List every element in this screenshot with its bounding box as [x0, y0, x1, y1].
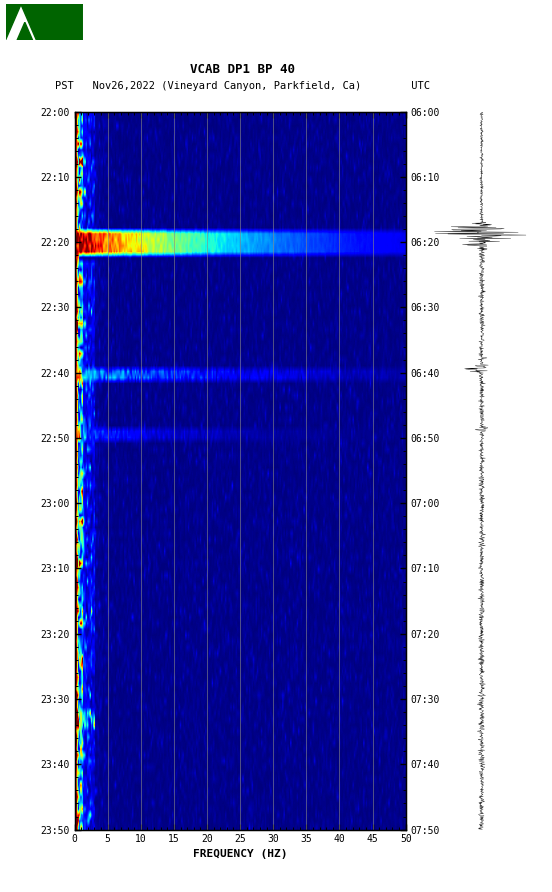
Text: PST   Nov26,2022 (Vineyard Canyon, Parkfield, Ca)        UTC: PST Nov26,2022 (Vineyard Canyon, Parkfie…: [55, 80, 431, 91]
Text: VCAB DP1 BP 40: VCAB DP1 BP 40: [190, 63, 295, 76]
Polygon shape: [17, 22, 33, 40]
X-axis label: FREQUENCY (HZ): FREQUENCY (HZ): [193, 848, 288, 859]
Polygon shape: [9, 14, 33, 40]
Polygon shape: [6, 4, 83, 40]
Text: USGS: USGS: [36, 18, 79, 36]
